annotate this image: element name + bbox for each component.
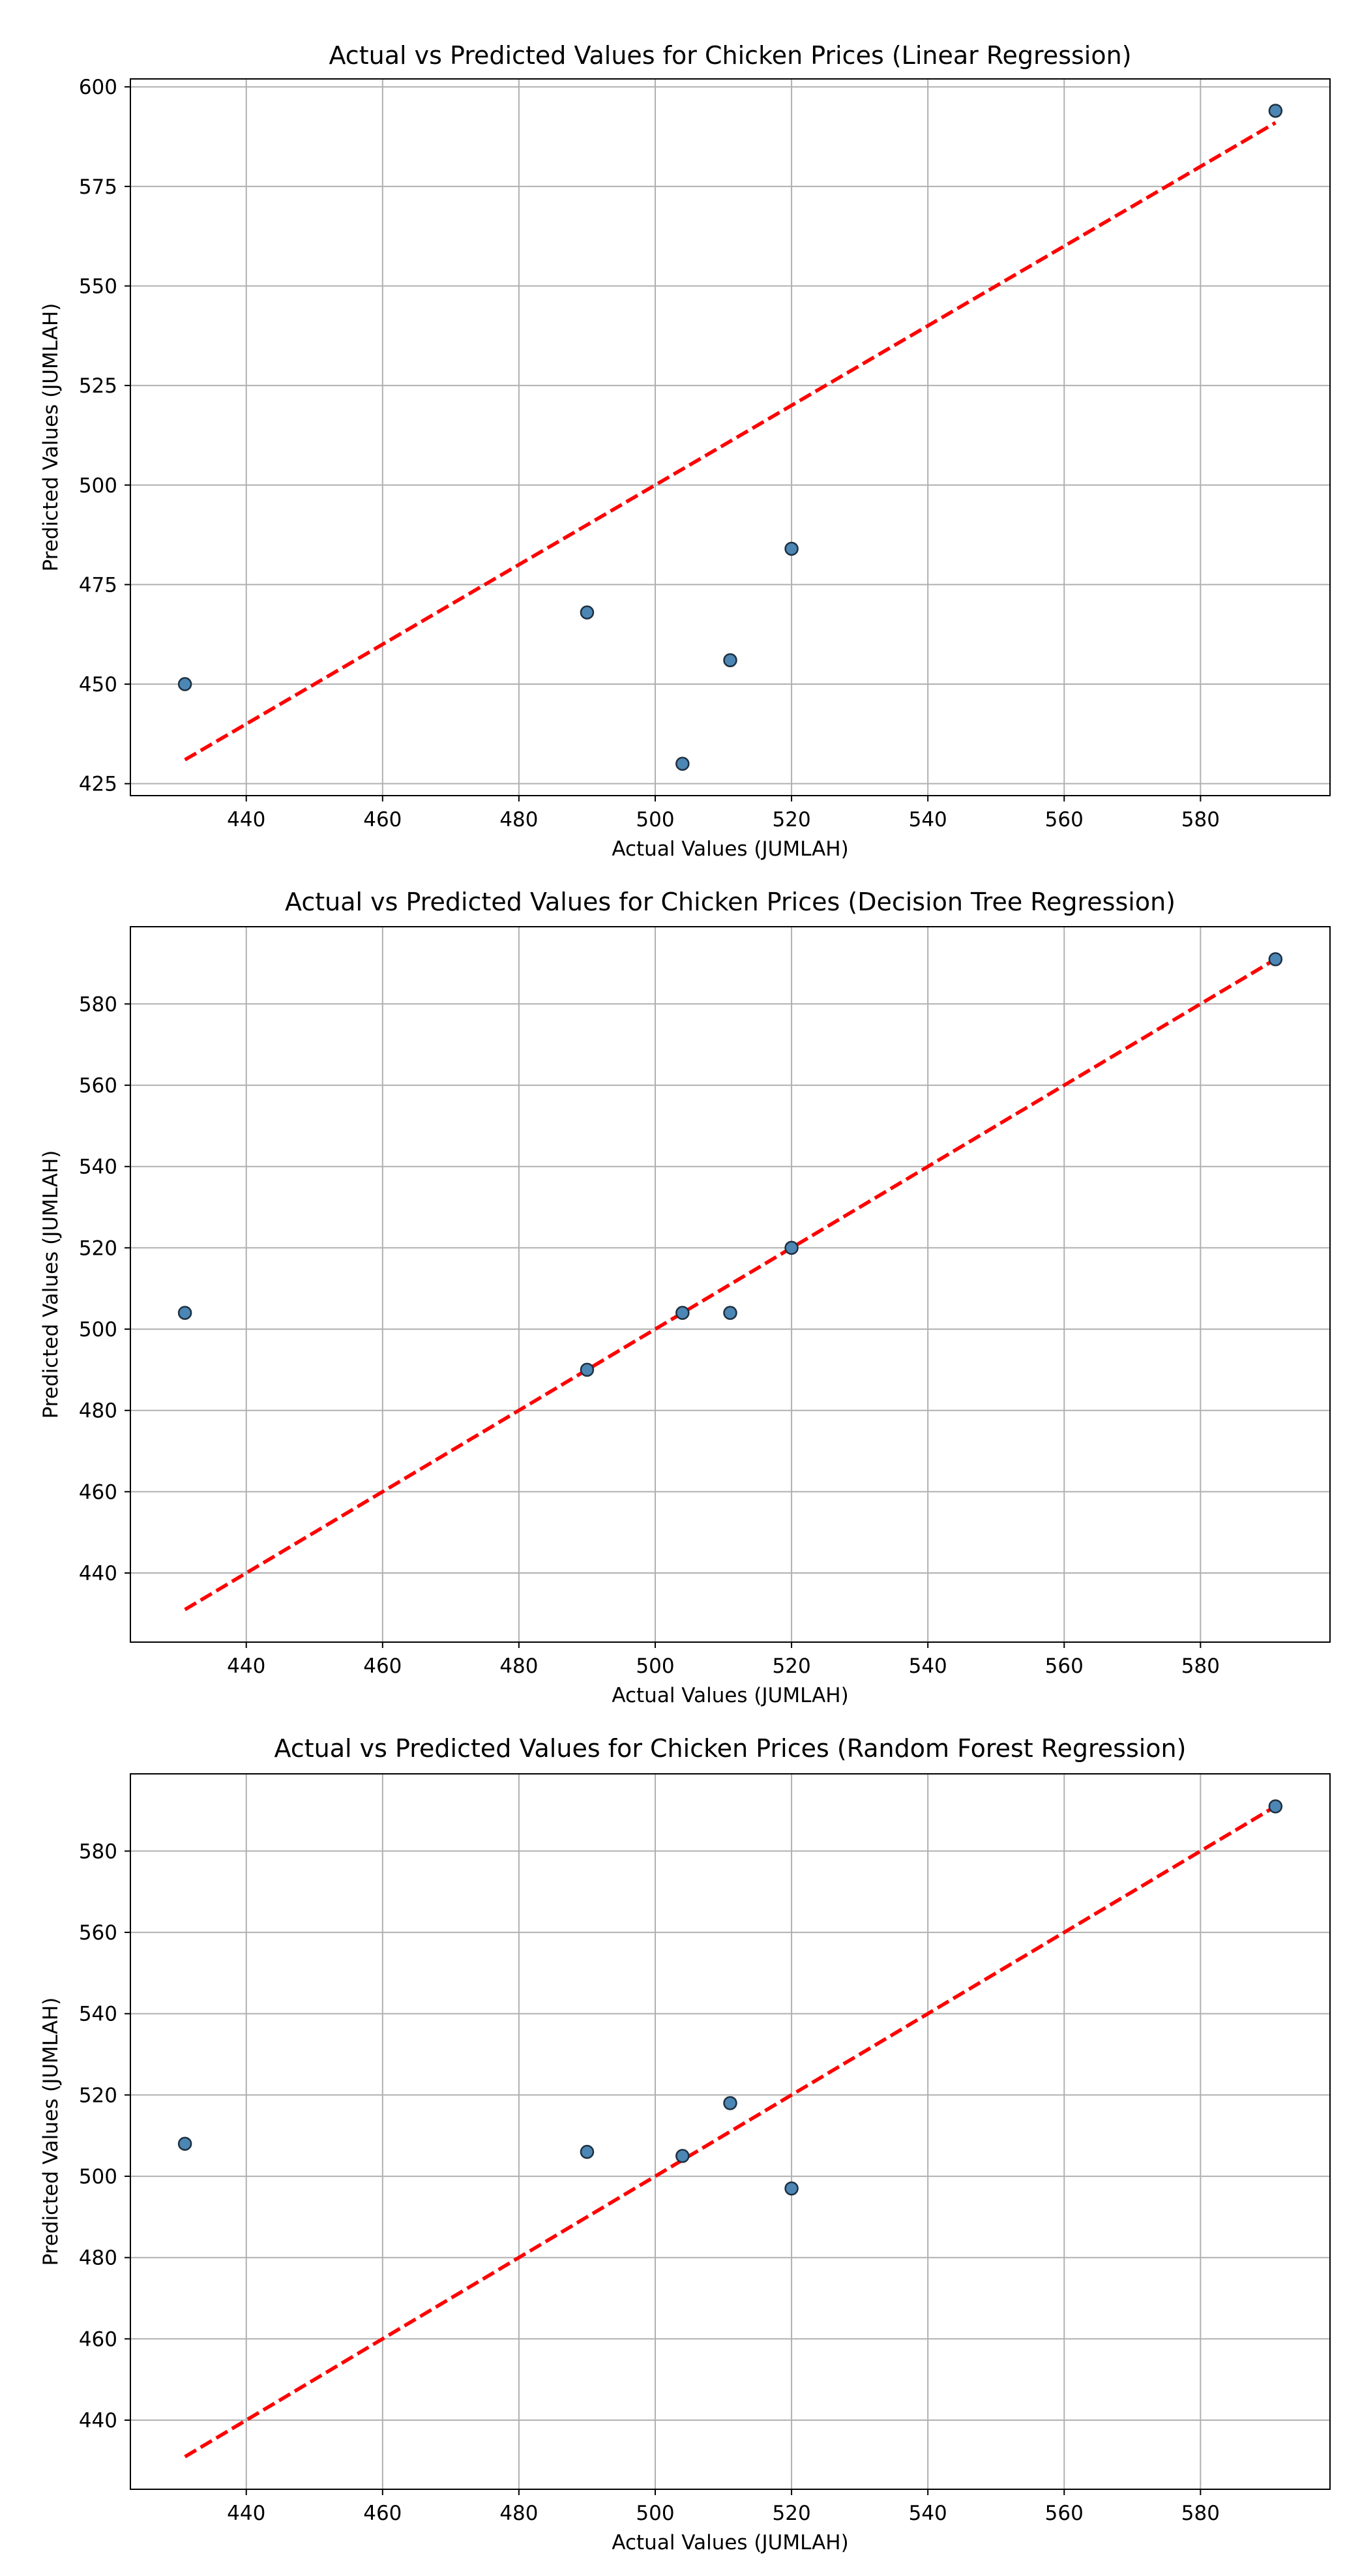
y-tick-label: 520: [79, 1236, 117, 1260]
chart-panel-1: 440 460 480 500 520 540 560 580 425 450 475 500 525 5…: [39, 41, 1331, 861]
scatter-point: [723, 653, 737, 668]
y-tick-label: 480: [79, 1400, 117, 1423]
reference-line: [184, 121, 1277, 762]
x-tick-label: 580: [1181, 1655, 1220, 1678]
scatter-point: [177, 1306, 192, 1320]
x-tick-label: 520: [773, 1655, 811, 1678]
y-tick-label: 450: [79, 673, 117, 696]
y-tick-label: 500: [79, 1318, 117, 1341]
scatter-point: [784, 1240, 799, 1255]
y-tick-label: 560: [79, 1921, 117, 1945]
x-tick-label: 540: [909, 808, 947, 831]
y-tick-label: 580: [79, 1840, 117, 1863]
x-axis-label: Actual Values (JUMLAH): [612, 837, 848, 861]
x-tick-label: 460: [363, 2502, 402, 2525]
x-tick-label: 440: [227, 808, 265, 831]
y-axis-label: Predicted Values (JUMLAH): [39, 303, 63, 572]
scatter-point: [723, 2096, 737, 2110]
x-tick-label: 520: [773, 808, 811, 831]
scatter-point: [1268, 104, 1283, 118]
scatter-point: [177, 2136, 192, 2151]
chart-title: Actual vs Predicted Values for Chicken P…: [274, 1734, 1187, 1763]
x-tick-label: 580: [1181, 808, 1220, 831]
scatter-point: [1268, 1799, 1283, 1814]
scatter-point: [1268, 952, 1283, 966]
x-tick-label: 580: [1181, 2502, 1220, 2525]
chart-panel-3: 440 460 480 500 520 540 560 580 440 460 480 500 520 5…: [39, 1734, 1331, 2554]
y-tick-label: 540: [79, 1156, 117, 1179]
x-tick-label: 520: [773, 2502, 811, 2525]
scatter-point: [784, 541, 799, 556]
x-tick-label: 460: [363, 808, 402, 831]
scatter-point: [675, 1306, 690, 1320]
scatter-point: [580, 605, 595, 620]
x-tick-label: 500: [636, 808, 674, 831]
x-axis-label: Actual Values (JUMLAH): [612, 2531, 848, 2554]
y-tick-label: 525: [79, 374, 117, 398]
y-tick-label: 540: [79, 2003, 117, 2026]
x-tick-label: 460: [363, 1655, 402, 1678]
scatter-point: [675, 2149, 690, 2163]
x-tick-label: 560: [1045, 1655, 1084, 1678]
y-tick-label: 460: [79, 2328, 117, 2351]
scatter-point: [580, 2144, 595, 2159]
x-tick-label: 440: [227, 1655, 265, 1678]
scatter-point: [177, 677, 192, 691]
axes-frame: [130, 926, 1331, 1643]
scatter-point: [675, 756, 690, 771]
y-tick-label: 475: [79, 573, 117, 597]
chart-panel-2: 440 460 480 500 520 540 560 580 440 460 480 500 520 5…: [39, 888, 1331, 1707]
scatter-point: [723, 1306, 737, 1320]
chart-title: Actual vs Predicted Values for Chicken P…: [285, 888, 1175, 916]
x-tick-label: 560: [1045, 2502, 1084, 2525]
y-tick-label: 550: [79, 275, 117, 298]
x-tick-label: 480: [499, 1655, 538, 1678]
x-tick-label: 500: [636, 1655, 674, 1678]
y-tick-label: 575: [79, 175, 117, 199]
x-tick-label: 540: [909, 2502, 947, 2525]
scatter-point: [580, 1362, 595, 1377]
y-tick-label: 500: [79, 2165, 117, 2189]
x-tick-label: 480: [499, 808, 538, 831]
x-tick-label: 540: [909, 1655, 947, 1678]
y-tick-label: 520: [79, 2084, 117, 2107]
x-tick-label: 560: [1045, 808, 1084, 831]
y-tick-label: 560: [79, 1074, 117, 1098]
x-tick-label: 500: [636, 2502, 674, 2525]
scatter-point: [784, 2181, 799, 2196]
y-tick-label: 580: [79, 993, 117, 1016]
y-axis-label: Predicted Values (JUMLAH): [39, 1150, 63, 1419]
reference-line: [184, 1805, 1277, 2459]
y-tick-label: 480: [79, 2247, 117, 2270]
reference-line: [184, 957, 1277, 1611]
axes-frame: [130, 78, 1331, 796]
x-tick-label: 440: [227, 2502, 265, 2525]
y-tick-label: 440: [79, 1562, 117, 1585]
x-axis-label: Actual Values (JUMLAH): [612, 1684, 848, 1707]
y-tick-label: 600: [79, 76, 117, 99]
y-axis-label: Predicted Values (JUMLAH): [39, 1998, 63, 2266]
y-tick-label: 440: [79, 2409, 117, 2433]
x-tick-label: 480: [499, 2502, 538, 2525]
y-tick-label: 425: [79, 773, 117, 796]
y-tick-label: 500: [79, 474, 117, 498]
chart-title: Actual vs Predicted Values for Chicken P…: [329, 41, 1131, 70]
axes-frame: [130, 1773, 1331, 2490]
y-tick-label: 460: [79, 1480, 117, 1504]
